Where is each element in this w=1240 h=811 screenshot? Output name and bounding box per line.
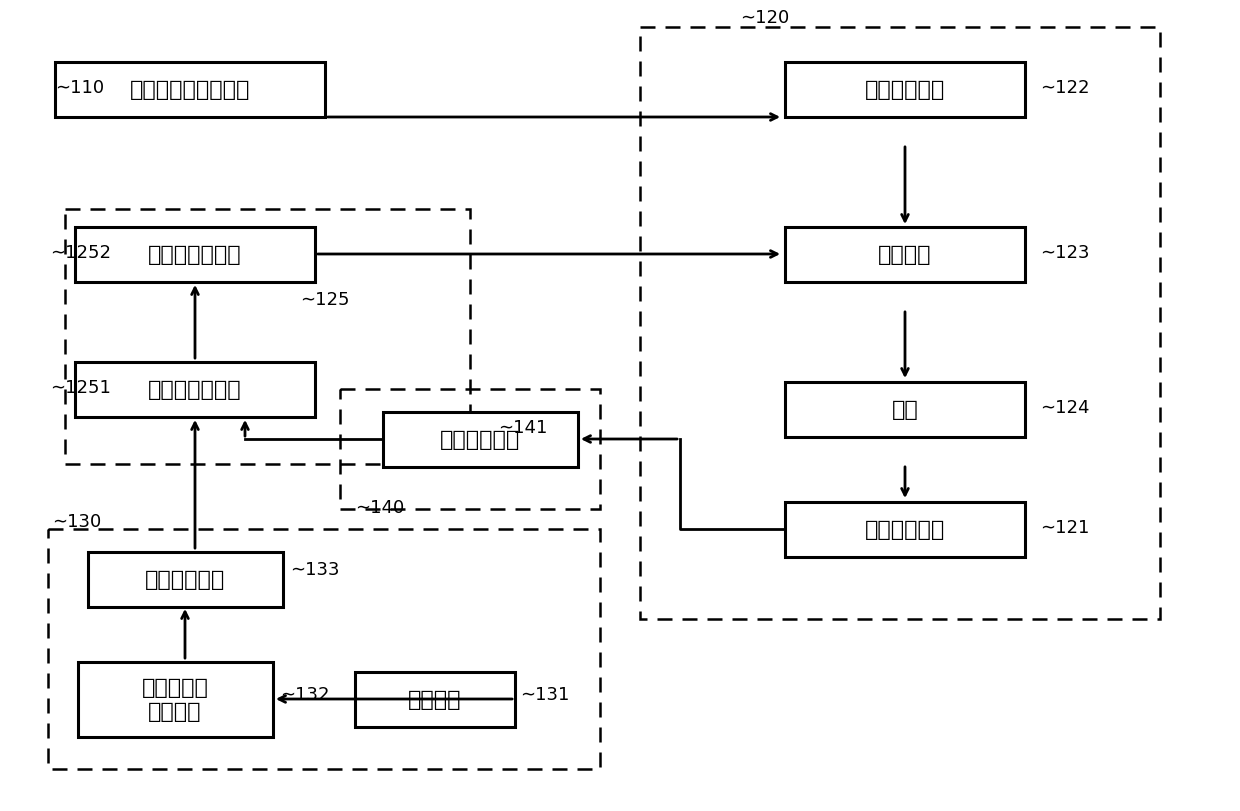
Text: ∼121: ∼121 (1040, 518, 1090, 536)
Text: 耦合模块: 耦合模块 (878, 245, 931, 264)
Text: 偏振分光模块: 偏振分光模块 (864, 80, 945, 100)
Bar (785, 62, 1025, 118)
Text: 反馈调节模块: 反馈调节模块 (440, 430, 520, 449)
Bar (64, 210, 470, 465)
Text: 光源模块: 光源模块 (408, 689, 461, 709)
Text: ∼1251: ∼1251 (50, 379, 110, 397)
Text: ∼132: ∼132 (280, 685, 330, 703)
Bar (785, 502, 1025, 557)
Text: 激光散斑照明子系统: 激光散斑照明子系统 (130, 80, 250, 100)
Bar (785, 382, 1025, 437)
Text: ∼125: ∼125 (300, 290, 350, 309)
Text: 光斑滤波模块: 光斑滤波模块 (145, 569, 226, 590)
Bar (74, 227, 315, 282)
Text: ∼1252: ∼1252 (50, 243, 112, 262)
Text: 尺寸匹配子模块: 尺寸匹配子模块 (149, 380, 242, 400)
Text: ∼131: ∼131 (520, 685, 569, 703)
Text: ∼130: ∼130 (52, 513, 102, 530)
Bar (88, 551, 283, 607)
Text: ∼123: ∼123 (1040, 243, 1090, 262)
Text: ∼122: ∼122 (1040, 79, 1090, 97)
Bar (48, 530, 600, 769)
Bar (640, 28, 1159, 620)
Text: 位置匹配子模块: 位置匹配子模块 (149, 245, 242, 264)
Bar (785, 227, 1025, 282)
Bar (74, 362, 315, 417)
Bar (55, 62, 325, 118)
Text: 空间刺激光
生成模块: 空间刺激光 生成模块 (141, 677, 208, 721)
Text: ∼110: ∼110 (55, 79, 104, 97)
Bar (382, 412, 578, 467)
Bar (355, 672, 515, 727)
Bar (77, 662, 273, 736)
Text: 图像采集装置: 图像采集装置 (864, 519, 945, 539)
Text: ∼120: ∼120 (740, 9, 789, 27)
Text: ∼141: ∼141 (498, 418, 547, 436)
Text: 物镜: 物镜 (892, 400, 919, 419)
Text: ∼133: ∼133 (290, 560, 340, 578)
Text: ∼140: ∼140 (355, 499, 404, 517)
Bar (340, 389, 600, 509)
Text: ∼124: ∼124 (1040, 398, 1090, 417)
